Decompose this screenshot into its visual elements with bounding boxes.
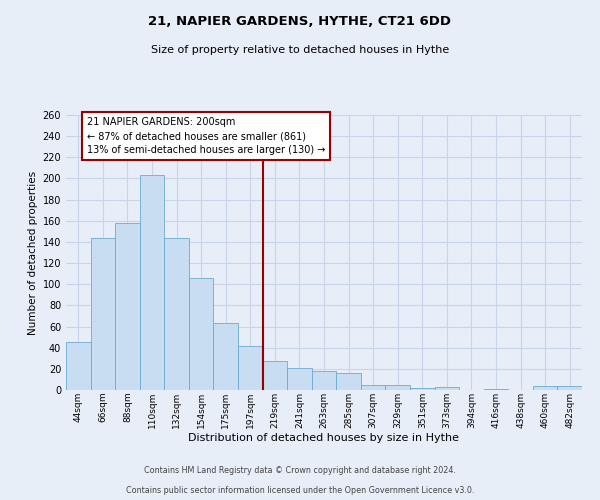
Bar (410, 388, 434, 390)
Text: Size of property relative to detached houses in Hythe: Size of property relative to detached ho… (151, 45, 449, 55)
Bar (557, 386, 582, 390)
Bar (66, 342, 91, 390)
Bar (312, 371, 336, 390)
X-axis label: Distribution of detached houses by size in Hythe: Distribution of detached houses by size … (188, 434, 460, 444)
Bar (164, 238, 189, 390)
Bar (361, 384, 385, 390)
Bar (91, 238, 115, 390)
Text: 21 NAPIER GARDENS: 200sqm
← 87% of detached houses are smaller (861)
13% of semi: 21 NAPIER GARDENS: 200sqm ← 87% of detac… (87, 117, 325, 155)
Bar (287, 368, 312, 390)
Bar (484, 389, 508, 390)
Y-axis label: Number of detached properties: Number of detached properties (28, 170, 38, 334)
Bar (115, 223, 140, 390)
Bar (336, 373, 361, 390)
Bar (238, 346, 263, 390)
Bar (140, 176, 164, 390)
Bar (533, 386, 557, 390)
Bar (214, 324, 238, 390)
Bar (385, 384, 410, 390)
Text: 21, NAPIER GARDENS, HYTHE, CT21 6DD: 21, NAPIER GARDENS, HYTHE, CT21 6DD (149, 15, 452, 28)
Bar (434, 387, 459, 390)
Text: Contains HM Land Registry data © Crown copyright and database right 2024.: Contains HM Land Registry data © Crown c… (144, 466, 456, 475)
Bar (189, 278, 214, 390)
Bar (263, 362, 287, 390)
Text: Contains public sector information licensed under the Open Government Licence v3: Contains public sector information licen… (126, 486, 474, 495)
